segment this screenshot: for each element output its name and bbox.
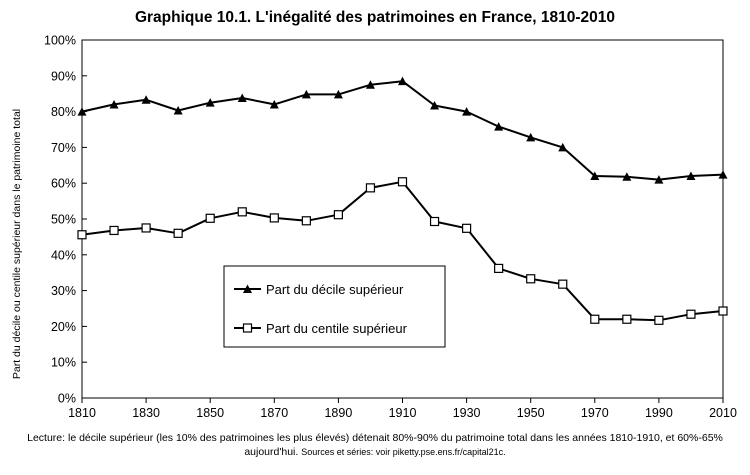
decile-point [590,171,600,181]
centile-point [77,230,87,240]
centile-point [622,314,632,324]
decile-point [558,142,568,152]
x-tick-label: 1970 [581,406,609,420]
decile-point [109,99,119,109]
x-tick-label: 1950 [517,406,545,420]
centile-point [397,177,408,187]
centile-point [526,274,536,284]
x-tick-label: 1870 [260,406,288,420]
centile-point [173,228,183,238]
legend-label-centile: Part du centile supérieur [266,321,408,336]
decile-point [622,172,632,181]
caption: Lecture: le décile supérieur (les 10% de… [0,431,750,459]
x-tick-label: 1810 [68,406,96,420]
decile-point [77,107,87,116]
centile-point [654,315,664,325]
centile-point [205,213,215,223]
y-tick-label: 60% [51,177,76,191]
centile-point [141,223,151,233]
centile-point [333,210,343,220]
decile-point [526,132,536,142]
decile-point [430,101,440,110]
decile-point [365,80,375,89]
centile-point [301,216,311,226]
centile-point [429,216,440,227]
legend: Part du décile supérieur Part du centile… [223,265,446,348]
decile-point [205,98,215,107]
caption-source: Sources et séries: voir piketty.pse.ens.… [301,447,506,457]
decile-point [173,106,183,115]
chart-title: Graphique 10.1. L'inégalité des patrimoi… [134,9,616,26]
centile-point [494,263,504,274]
centile-point [686,309,696,319]
centile-point [590,314,600,324]
centile-point [365,183,376,193]
decile-point [398,76,407,86]
x-tick-label: 1890 [324,406,352,420]
legend-marker-centile [242,323,253,333]
legend-label-decile: Part du décile supérieur [266,282,404,297]
y-tick-label: 70% [51,141,76,155]
legend-box [223,265,446,348]
x-tick-label: 1990 [645,406,673,420]
y-tick-label: 20% [51,320,76,334]
decile-point [141,95,151,104]
legend-marker-decile [243,284,252,293]
decile-point [654,175,664,184]
decile-point [301,89,311,99]
y-tick-label: 50% [51,213,76,227]
centile-point [558,279,568,289]
decile-point [333,89,343,99]
decile-point [686,171,696,181]
y-tick-label: 10% [51,356,76,370]
x-tick-label: 1930 [453,406,481,420]
x-tick-label: 2010 [709,406,737,420]
y-tick-label: 90% [51,69,76,83]
caption-text: Lecture: le décile supérieur (les 10% de… [27,432,723,458]
decile-point [462,107,472,116]
centile-point [237,207,247,217]
decile-point [494,122,504,131]
y-tick-label: 30% [51,284,76,298]
y-tick-label: 100% [44,34,76,48]
x-tick-label: 1850 [196,406,224,420]
centile-point [718,306,728,316]
series-line-decile [81,80,724,181]
decile-point [269,99,279,109]
y-tick-label: 80% [51,105,76,119]
x-tick-label: 1830 [132,406,160,420]
y-tick-label: 0% [58,392,76,406]
centile-point [109,225,119,236]
x-tick-label: 1910 [389,406,417,420]
centile-point [462,223,472,233]
centile-point [269,213,279,223]
decile-point [237,93,247,102]
y-tick-label: 40% [51,248,76,262]
decile-point [718,170,728,179]
